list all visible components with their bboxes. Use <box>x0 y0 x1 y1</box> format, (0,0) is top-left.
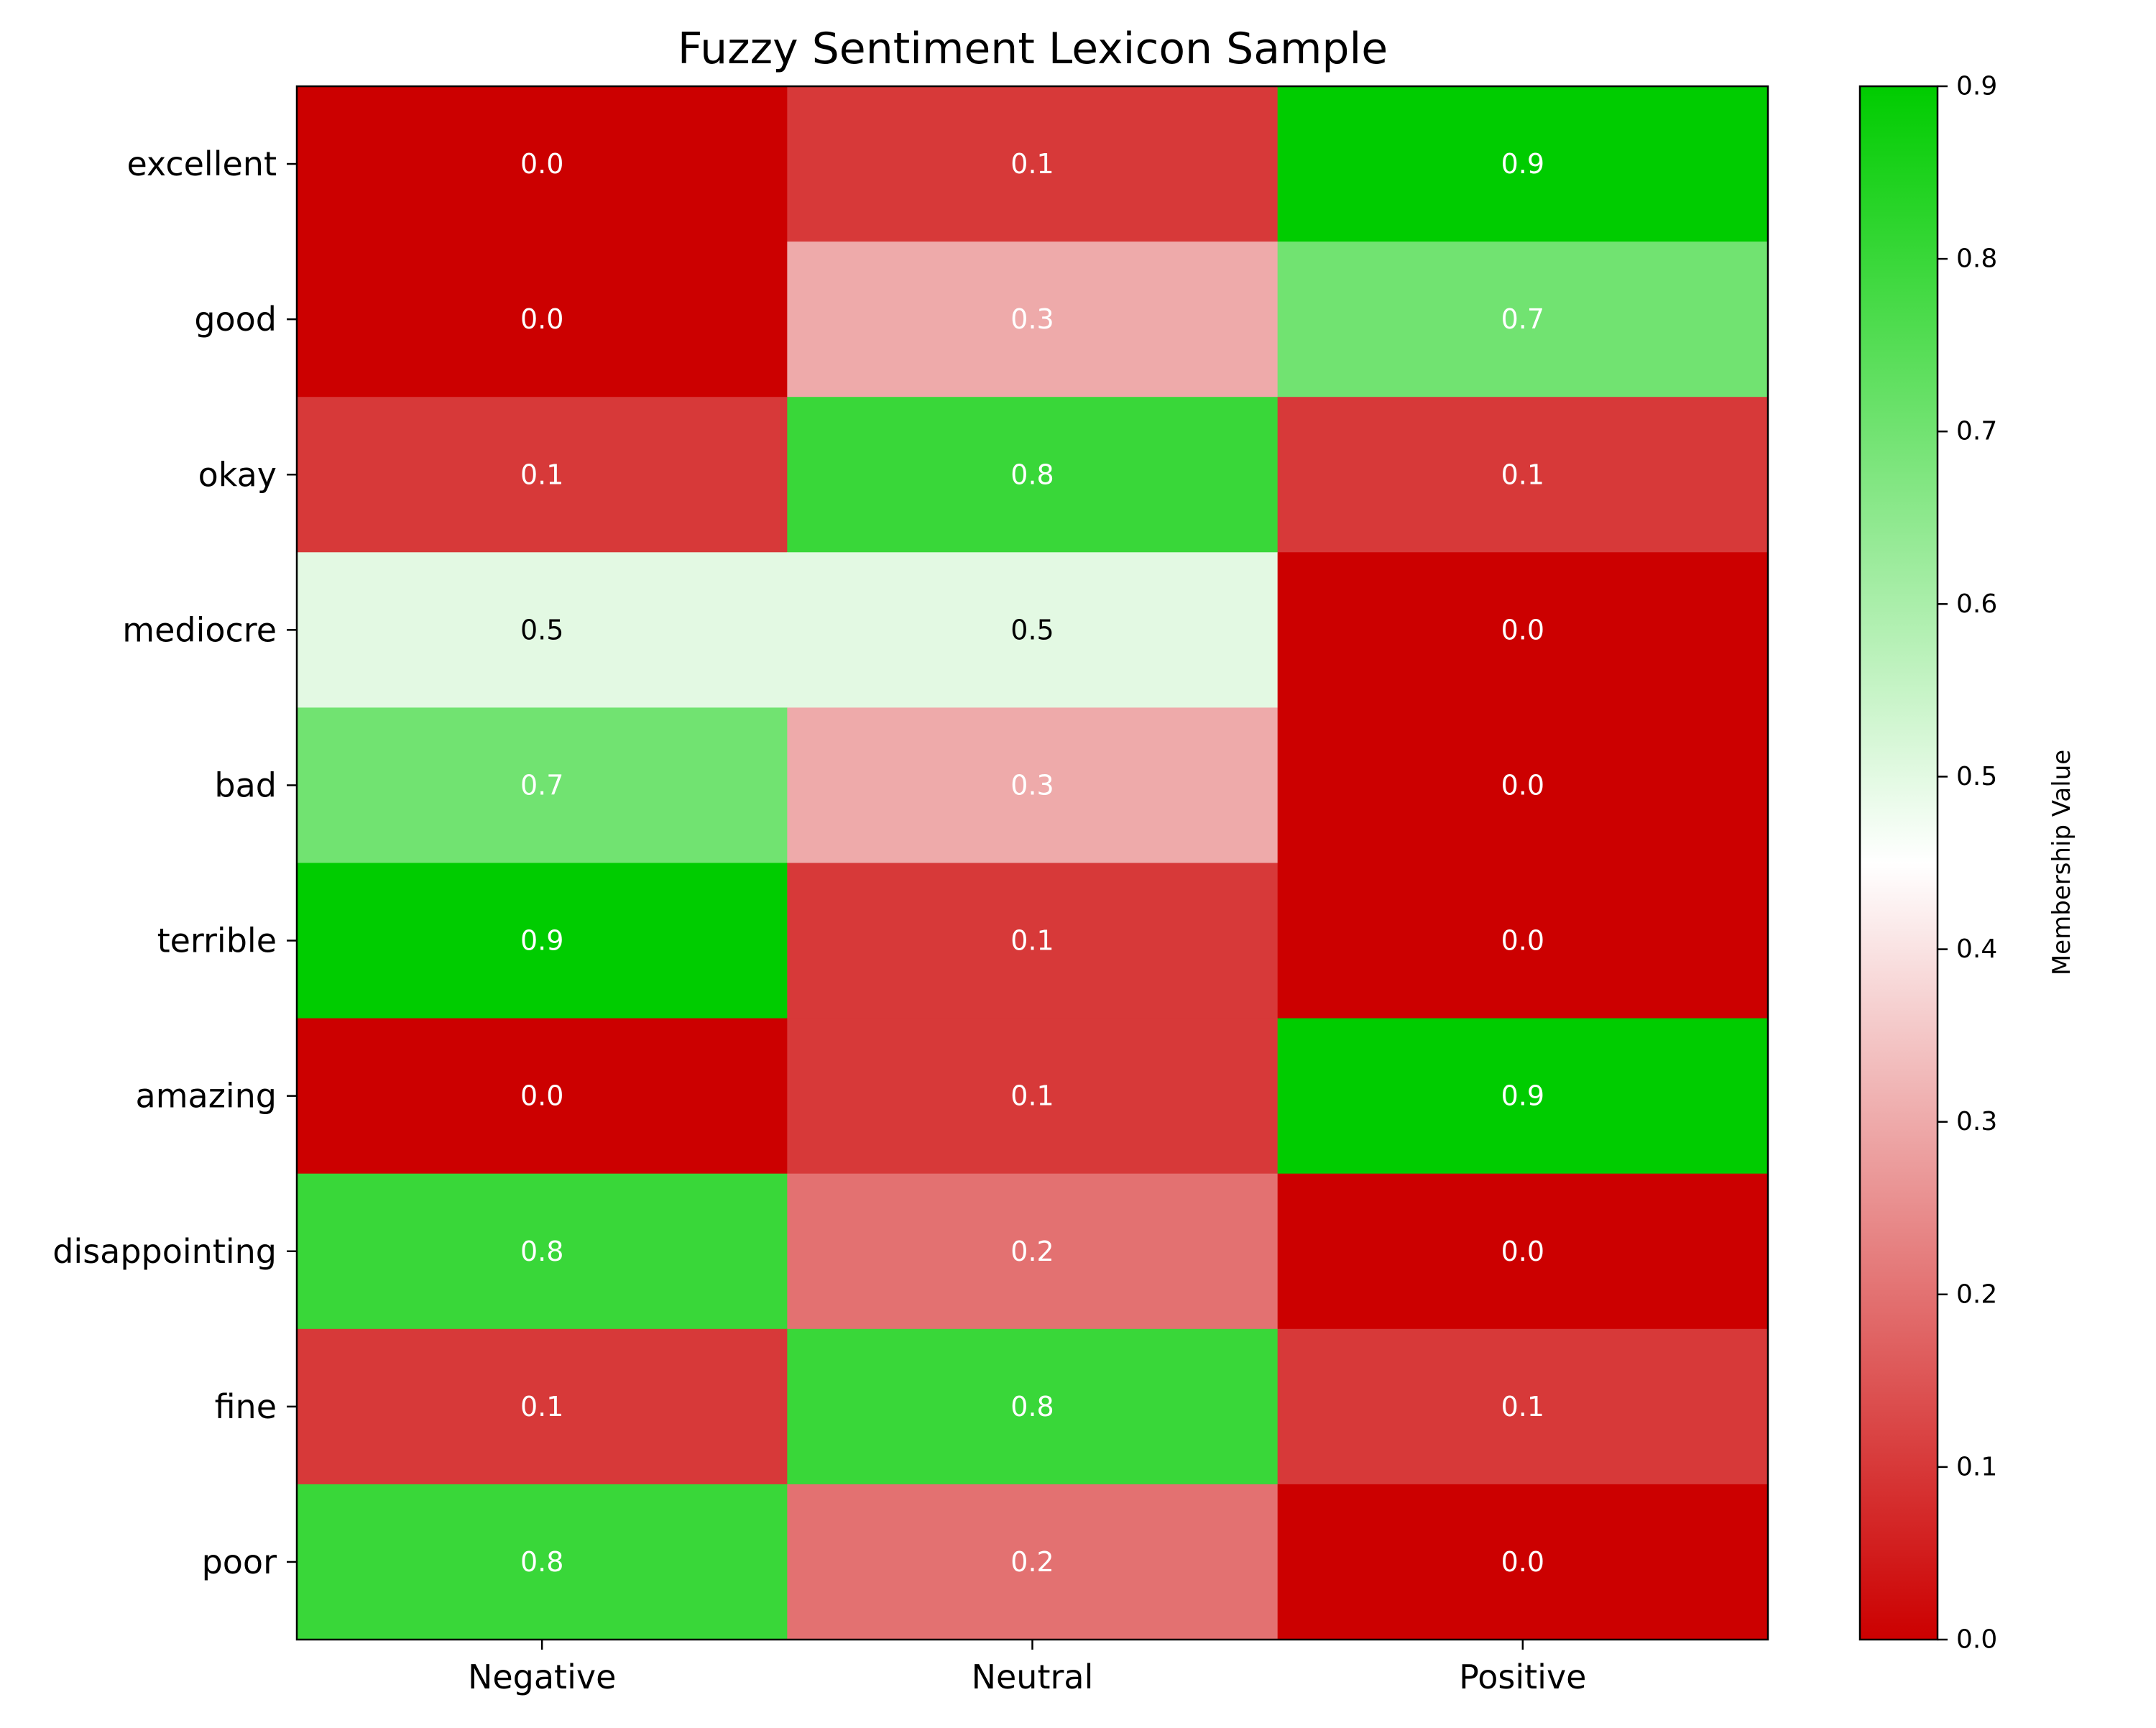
cell-value-label: 0.9 <box>1501 148 1544 180</box>
cell-value-label: 0.0 <box>1501 925 1544 957</box>
y-tick-label: good <box>194 300 277 339</box>
chart-title: Fuzzy Sentiment Lexicon Sample <box>678 24 1388 74</box>
cell-value-label: 0.8 <box>1010 459 1054 490</box>
cell-value-label: 0.9 <box>520 925 563 957</box>
y-tick-label: fine <box>215 1387 277 1426</box>
heatmap-cell-terrible-neutral <box>787 863 1279 1019</box>
cell-value-label: 0.7 <box>520 769 563 801</box>
cell-value-label: 0.1 <box>1010 925 1054 957</box>
cell-value-label: 0.9 <box>1501 1080 1544 1112</box>
colorbar-tick-label: 0.7 <box>1956 417 1997 446</box>
cell-value-label: 0.0 <box>520 1080 563 1112</box>
y-tick-label: bad <box>214 766 277 804</box>
colorbar-ticks: 0.0 0.1 0.2 0.3 0.4 0.5 0.6 0.7 0.8 0.9 <box>1938 72 1997 1655</box>
heatmap-cell-fine-neutral <box>787 1328 1279 1485</box>
heatmap-cell-disappointing-negative <box>297 1173 788 1330</box>
colorbar-tick-label: 0.4 <box>1956 934 1997 964</box>
cell-value-label: 0.0 <box>1501 1236 1544 1267</box>
heatmap-cell-terrible-negative <box>297 863 788 1019</box>
colorbar-tick-label: 0.8 <box>1956 244 1997 274</box>
colorbar-tick-label: 0.2 <box>1956 1279 1997 1309</box>
colorbar-label: Membership Value <box>2047 750 2076 975</box>
heatmap-cell-amazing-negative <box>297 1018 788 1175</box>
heatmap-cell-disappointing-positive <box>1277 1173 1769 1330</box>
heatmap-cell-okay-negative <box>297 397 788 553</box>
colorbar <box>1858 85 1939 1641</box>
colorbar-tick-label: 0.1 <box>1956 1452 1997 1481</box>
y-tick-label: excellent <box>126 144 277 183</box>
colorbar-tick-label: 0.5 <box>1956 762 1997 791</box>
cell-value-label: 0.1 <box>1501 459 1544 490</box>
cell-value-label: 0.8 <box>520 1546 563 1578</box>
heatmap-cell-poor-neutral <box>787 1484 1279 1640</box>
heatmap-cell-okay-positive <box>1277 397 1769 553</box>
heatmap-cell-good-positive <box>1277 242 1769 397</box>
cell-value-label: 0.1 <box>1501 1391 1544 1423</box>
y-tick-label: terrible <box>157 922 277 960</box>
colorbar-tick-label: 0.3 <box>1956 1107 1997 1136</box>
y-tick-label: poor <box>202 1543 277 1581</box>
heatmap-cell-excellent-neutral <box>787 86 1279 242</box>
heatmap-cell-bad-negative <box>297 707 788 864</box>
y-tick-label: disappointing <box>52 1232 277 1271</box>
x-tick-label: Neutral <box>972 1658 1094 1696</box>
cell-value-label: 0.2 <box>1010 1236 1054 1267</box>
y-tick-label: mediocre <box>122 610 277 649</box>
cell-value-label: 0.0 <box>520 303 563 335</box>
heatmap-cell-disappointing-neutral <box>787 1173 1279 1330</box>
cell-value-labels: 0.0 0.1 0.9 0.0 0.3 0.7 0.1 0.8 0.1 0.5 0.5 0.0 0.7 0… <box>520 148 1544 1578</box>
cell-value-label: 0.3 <box>1010 769 1054 801</box>
cell-value-label: 0.0 <box>1501 614 1544 645</box>
x-axis: Negative Neutral Positive <box>468 1640 1587 1696</box>
heatmap-cell-bad-neutral <box>787 707 1279 864</box>
colorbar-tick-label: 0.0 <box>1956 1625 1997 1655</box>
cell-value-label: 0.1 <box>520 1391 563 1423</box>
heatmap-cell-amazing-neutral <box>787 1018 1279 1175</box>
y-tick-label: amazing <box>136 1077 277 1116</box>
heatmap-cell-bad-positive <box>1277 707 1769 864</box>
cell-value-label: 0.0 <box>520 148 563 180</box>
heatmap-cell-fine-positive <box>1277 1328 1769 1485</box>
colorbar-tick-label: 0.9 <box>1956 72 1997 101</box>
heatmap-cell-mediocre-neutral <box>787 552 1279 708</box>
y-tick-label: okay <box>198 455 277 494</box>
heatmap-cell-mediocre-positive <box>1277 552 1769 708</box>
cell-value-label: 0.1 <box>1010 1080 1054 1112</box>
cell-value-label: 0.8 <box>1010 1391 1054 1423</box>
heatmap-cell-excellent-positive <box>1277 86 1769 242</box>
heatmap-cells <box>297 86 1769 1640</box>
heatmap-cell-terrible-positive <box>1277 863 1769 1019</box>
cell-value-label: 0.3 <box>1010 303 1054 335</box>
cell-value-label: 0.1 <box>1010 148 1054 180</box>
heatmap-cell-mediocre-negative <box>297 552 788 708</box>
x-tick-label: Positive <box>1459 1658 1586 1696</box>
colorbar-tick-label: 0.6 <box>1956 589 1997 619</box>
cell-value-label: 0.5 <box>1010 614 1054 645</box>
cell-value-label: 0.8 <box>520 1236 563 1267</box>
cell-value-label: 0.1 <box>520 459 563 490</box>
heatmap-cell-poor-negative <box>297 1484 788 1640</box>
cell-value-label: 0.0 <box>1501 1546 1544 1578</box>
heatmap-cell-good-negative <box>297 242 788 397</box>
heatmap-cell-excellent-negative <box>297 86 788 242</box>
heatmap-cell-okay-neutral <box>787 397 1279 553</box>
heatmap-cell-good-neutral <box>787 242 1279 397</box>
heatmap-cell-poor-positive <box>1277 1484 1769 1640</box>
cell-value-label: 0.0 <box>1501 769 1544 801</box>
y-axis: excellent good okay mediocre bad terrible amaz… <box>52 144 297 1581</box>
cell-value-label: 0.5 <box>520 614 563 645</box>
cell-value-label: 0.7 <box>1501 303 1544 335</box>
heatmap-cell-fine-negative <box>297 1328 788 1485</box>
x-tick-label: Negative <box>468 1658 616 1696</box>
heatmap-cell-amazing-positive <box>1277 1018 1769 1175</box>
cell-value-label: 0.2 <box>1010 1546 1054 1578</box>
